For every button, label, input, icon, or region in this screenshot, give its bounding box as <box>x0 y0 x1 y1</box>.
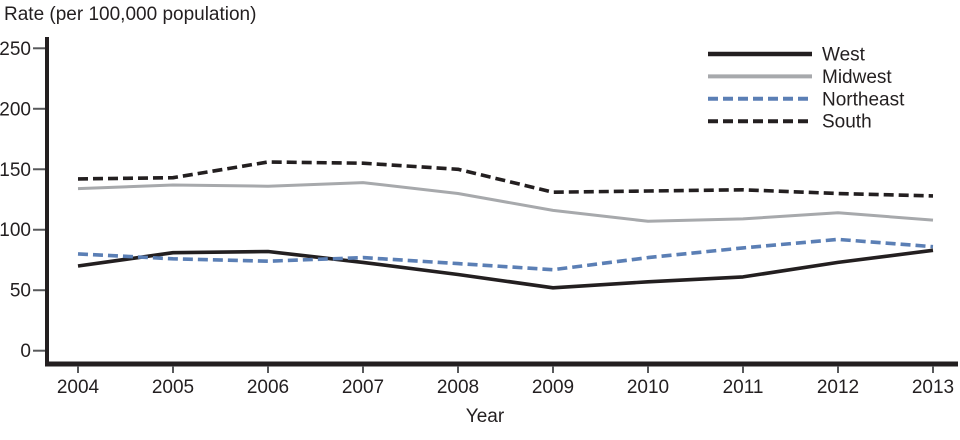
x-tick-label: 2007 <box>342 377 384 398</box>
legend-label-south: South <box>822 112 872 133</box>
series-line-south <box>77 160 934 198</box>
series-line-midwest <box>77 181 934 223</box>
x-tick-label: 2004 <box>57 377 100 398</box>
chart-title: Rate (per 100,000 population) <box>4 4 257 25</box>
y-tick-label: 50 <box>10 281 31 302</box>
legend-label-northeast: Northeast <box>822 89 905 110</box>
x-axis-title: Year <box>465 406 505 427</box>
y-tick-label: 250 <box>0 39 31 60</box>
legend-label-west: West <box>822 45 866 66</box>
x-tick-label: 2011 <box>723 377 764 398</box>
y-tick-label: 200 <box>0 99 31 120</box>
x-tick-label: 2012 <box>817 377 859 398</box>
x-tick-label: 2013 <box>912 377 954 398</box>
y-tick-label: 100 <box>0 220 31 241</box>
legend-label-midwest: Midwest <box>822 67 892 88</box>
x-tick-label: 2009 <box>532 377 574 398</box>
x-tick-label: 2005 <box>152 377 194 398</box>
x-tick-label: 2008 <box>437 377 479 398</box>
series-line-northeast <box>77 237 934 272</box>
y-tick-label: 0 <box>20 341 31 362</box>
series-line-west <box>77 248 934 290</box>
y-tick-label: 150 <box>0 160 31 181</box>
x-tick-label: 2006 <box>247 377 289 398</box>
x-tick-label: 2010 <box>627 377 669 398</box>
